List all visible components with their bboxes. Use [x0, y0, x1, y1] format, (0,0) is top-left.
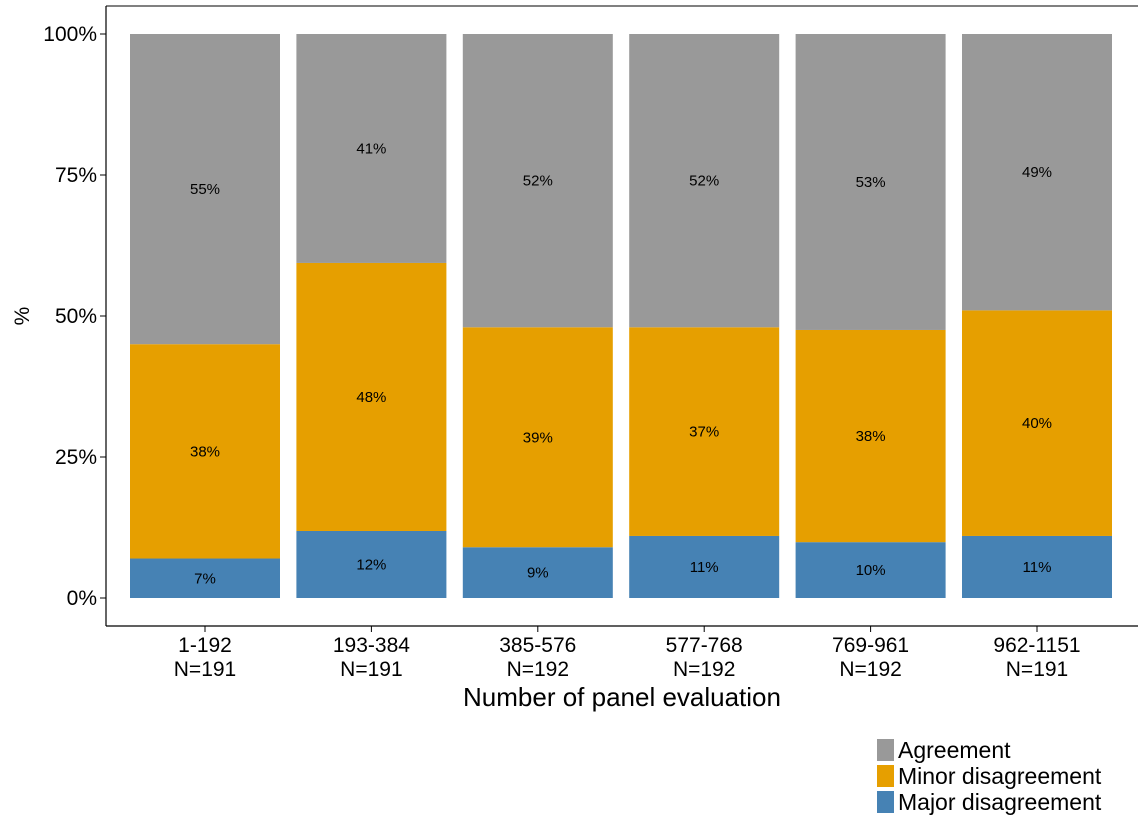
x-axis-title: Number of panel evaluation: [463, 682, 781, 712]
bars-layer: [130, 34, 1112, 598]
x-tick-label-385-576: 385-576: [499, 634, 576, 657]
y-axis-ticks: 0% 25% 50% 75% 100%: [43, 23, 106, 610]
bar-agreement-193-384: [296, 34, 447, 263]
bar-minor-disagreement-385-576: [462, 327, 613, 548]
bar-minor-disagreement-577-768: [629, 327, 780, 536]
x-tick-count-193-384: N=191: [340, 658, 402, 681]
bar-major-disagreement-577-768: [629, 535, 780, 598]
legend-item-major-disagreement: Major disagreement: [877, 789, 1101, 815]
x-tick-label-962-1151: 962-1151: [993, 634, 1080, 657]
x-tick-count-962-1151: N=191: [1006, 658, 1068, 681]
legend-swatch-agreement: [877, 739, 894, 761]
data-label-major-disagreement-1-192: 7%: [194, 570, 216, 587]
x-tick-count-769-961: N=192: [839, 658, 901, 681]
data-label-agreement-1-192: 55%: [190, 181, 220, 198]
data-label-minor-disagreement-1-192: 38%: [190, 443, 220, 460]
legend: Agreement Minor disagreement Major disag…: [877, 737, 1101, 815]
x-axis-ticks: 1-192N=191193-384N=191385-576N=192577-76…: [174, 626, 1081, 681]
x-tick-count-385-576: N=192: [507, 658, 569, 681]
bar-agreement-577-768: [629, 34, 780, 328]
bar-minor-disagreement-193-384: [296, 262, 447, 531]
data-label-major-disagreement-962-1151: 11%: [1023, 559, 1052, 576]
data-label-minor-disagreement-385-576: 39%: [523, 429, 553, 446]
data-label-agreement-385-576: 52%: [523, 173, 553, 190]
y-axis-title: %: [11, 307, 34, 326]
legend-label-major-disagreement: Major disagreement: [898, 789, 1102, 815]
bar-minor-disagreement-1-192: [130, 344, 280, 559]
bar-major-disagreement-769-961: [795, 542, 946, 598]
bar-major-disagreement-385-576: [462, 547, 613, 598]
y-tick-label-0: 0%: [67, 587, 97, 610]
bar-minor-disagreement-769-961: [795, 329, 946, 543]
legend-swatch-minor-disagreement: [877, 765, 894, 787]
bar-agreement-385-576: [462, 34, 613, 328]
bar-major-disagreement-962-1151: [962, 535, 1112, 598]
data-label-major-disagreement-193-384: 12%: [356, 556, 386, 573]
x-tick-label-1-192: 1-192: [178, 634, 232, 657]
legend-swatch-major-disagreement: [877, 791, 894, 813]
data-label-major-disagreement-577-768: 11%: [690, 559, 719, 576]
data-label-major-disagreement-769-961: 10%: [856, 562, 886, 579]
y-tick-label-25: 25%: [55, 446, 97, 469]
y-tick-label-100: 100%: [43, 23, 97, 46]
data-labels-layer: 7% 38% 55% 12% 48% 41% 9% 39% 52% 11% 37% 52% 10% 38%…: [190, 140, 1052, 587]
bar-agreement-769-961: [795, 34, 946, 330]
legend-item-minor-disagreement: Minor disagreement: [877, 763, 1101, 789]
data-label-minor-disagreement-769-961: 38%: [856, 428, 886, 445]
x-tick-count-577-768: N=192: [673, 658, 735, 681]
legend-label-agreement: Agreement: [898, 737, 1011, 763]
data-label-agreement-769-961: 53%: [856, 174, 886, 191]
y-tick-label-50: 50%: [55, 305, 97, 328]
data-label-agreement-962-1151: 49%: [1022, 164, 1052, 181]
data-label-minor-disagreement-962-1151: 40%: [1022, 415, 1052, 432]
data-label-major-disagreement-385-576: 9%: [527, 565, 549, 582]
x-tick-label-577-768: 577-768: [666, 634, 743, 657]
bar-major-disagreement-1-192: [130, 558, 280, 598]
x-tick-label-769-961: 769-961: [832, 634, 909, 657]
y-tick-label-75: 75%: [55, 164, 97, 187]
data-label-agreement-193-384: 41%: [356, 140, 386, 157]
data-label-minor-disagreement-193-384: 48%: [356, 389, 386, 406]
x-tick-count-1-192: N=191: [174, 658, 236, 681]
data-label-minor-disagreement-577-768: 37%: [689, 424, 719, 441]
bar-minor-disagreement-962-1151: [962, 310, 1112, 536]
bar-agreement-1-192: [130, 34, 280, 345]
data-label-agreement-577-768: 52%: [689, 173, 719, 190]
bar-agreement-962-1151: [962, 34, 1112, 311]
legend-label-minor-disagreement: Minor disagreement: [898, 763, 1102, 789]
bar-major-disagreement-193-384: [296, 530, 447, 598]
x-tick-label-193-384: 193-384: [333, 634, 410, 657]
legend-item-agreement: Agreement: [877, 737, 1101, 763]
